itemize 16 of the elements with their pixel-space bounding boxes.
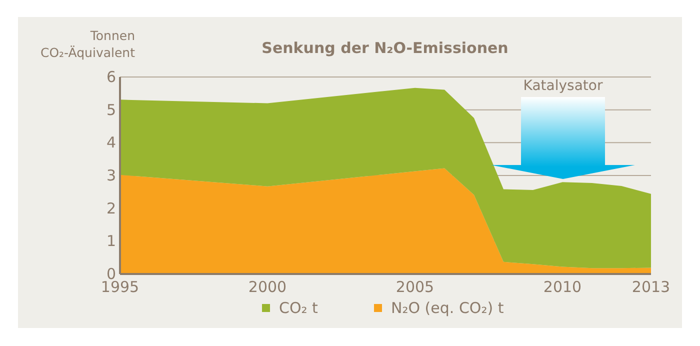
x-tick-label: 2013: [632, 278, 670, 296]
legend-label: CO₂ t: [279, 299, 318, 317]
y-tick-label: 2: [106, 199, 116, 218]
y-tick-label: 1: [106, 232, 116, 250]
y-tick-label: 6: [106, 68, 116, 86]
legend-label: N₂O (eq. CO₂) t: [391, 299, 504, 317]
x-tick-label: 2000: [248, 278, 287, 296]
x-tick-label: 2010: [543, 278, 582, 296]
y-axis-title: Tonnen CO₂-Äquivalent: [40, 28, 136, 60]
y-tick-label: 4: [106, 134, 116, 152]
y-tick-label: 3: [106, 166, 116, 184]
annotation: Katalysator: [523, 78, 603, 94]
chart-title: Senkung der N₂O-Emissionen: [262, 39, 508, 57]
x-tick-label: 1995: [100, 278, 140, 296]
x-tick-label: 2005: [396, 278, 434, 296]
y-tick-label: 5: [106, 100, 116, 119]
